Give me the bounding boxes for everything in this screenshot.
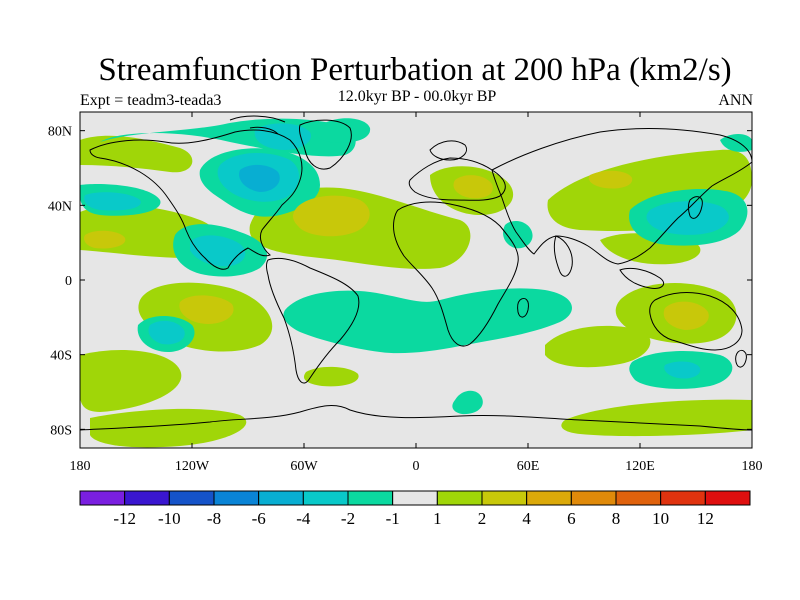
lon-tick-label: 120E xyxy=(625,459,655,474)
colorbar-swatch xyxy=(302,490,349,506)
contour-region xyxy=(80,350,182,412)
colorbar-swatch xyxy=(347,490,394,506)
contour-region xyxy=(84,230,126,249)
colorbar-swatch xyxy=(704,490,751,506)
coastline-scandinavia xyxy=(429,140,467,161)
colorbar-label: 2 xyxy=(478,509,487,528)
colorbar-label: 6 xyxy=(567,509,576,528)
coastline-greenland xyxy=(299,119,352,170)
lat-tick-label: 0 xyxy=(65,274,72,289)
contour-region xyxy=(453,175,493,199)
colorbar-label: -6 xyxy=(252,509,266,528)
coastline-new-zealand xyxy=(735,349,747,368)
lat-tick-label: 80N xyxy=(48,125,72,140)
colorbar-label: -1 xyxy=(386,509,400,528)
coastline-india xyxy=(553,235,573,277)
colorbar-label: -2 xyxy=(341,509,355,528)
colorbar-label: 8 xyxy=(612,509,621,528)
colorbar-swatch xyxy=(213,490,260,506)
colorbar: -12 -10 -8 -6 -4 -2 -1 1 2 4 6 8 10 12 xyxy=(79,490,751,528)
lat-tick-label: 40N xyxy=(48,199,72,214)
lon-tick-label: 60E xyxy=(517,459,540,474)
colorbar-swatch xyxy=(258,490,304,506)
contour-region xyxy=(254,123,311,150)
contour-region xyxy=(84,192,141,211)
lon-tick-label: 0 xyxy=(413,459,420,474)
contour-region xyxy=(90,408,247,448)
coastline-southeast-asia xyxy=(619,267,665,289)
contour-fills xyxy=(80,118,752,448)
contour-region xyxy=(293,195,370,237)
lon-tick-label: 60W xyxy=(290,459,318,474)
coastline-asia xyxy=(491,127,752,265)
colorbar-swatch xyxy=(79,490,126,506)
colorbar-label: -12 xyxy=(113,509,136,528)
coastline-south-america xyxy=(266,257,360,384)
contour-region xyxy=(646,201,729,235)
lon-tick-label: 120W xyxy=(175,459,210,474)
colorbar-label: 10 xyxy=(652,509,669,528)
colorbar-swatch xyxy=(392,490,438,506)
experiment-label: Expt = teadm3-teada3 xyxy=(80,92,222,109)
page-title: Streamfunction Perturbation at 200 hPa (… xyxy=(98,52,732,88)
contour-region xyxy=(315,118,371,143)
colorbar-label: -4 xyxy=(296,509,311,528)
colorbar-label: -8 xyxy=(207,509,221,528)
lat-tick-label: 40S xyxy=(50,349,72,364)
axis-ticks: 180 120W 60W 0 60E 120E 180 80N 40N 0 40S 80S xyxy=(48,112,763,474)
contour-region xyxy=(664,361,701,379)
season-label: ANN xyxy=(718,92,753,109)
contour-region xyxy=(561,399,752,437)
colorbar-swatch xyxy=(660,490,706,506)
colorbar-label: 12 xyxy=(697,509,714,528)
colorbar-swatch xyxy=(124,490,170,506)
coastline-antarctica xyxy=(80,405,752,431)
period-label: 12.0kyr BP - 00.0kyr BP xyxy=(337,88,497,105)
contour-region xyxy=(452,390,483,415)
contour-region xyxy=(303,366,359,387)
colorbar-swatch xyxy=(481,490,528,506)
contour-region xyxy=(588,170,633,189)
contour-region xyxy=(545,325,651,368)
colorbar-label: 4 xyxy=(522,509,531,528)
contour-region xyxy=(239,164,280,192)
coastline-canada-islands xyxy=(229,115,286,135)
contour-region xyxy=(283,288,572,354)
coastlines xyxy=(80,115,752,431)
contour-region xyxy=(190,235,246,267)
coastline-europe xyxy=(408,157,506,201)
colorbar-label: -10 xyxy=(158,509,181,528)
coastline-japan xyxy=(688,196,703,219)
colorbar-label: 1 xyxy=(433,509,442,528)
contour-region xyxy=(179,295,234,324)
coastline-australia xyxy=(649,292,743,351)
coastline-north-america xyxy=(89,129,303,270)
colorbar-swatch xyxy=(570,490,617,506)
lat-tick-label: 80S xyxy=(50,423,72,438)
colorbar-swatch xyxy=(526,490,572,506)
colorbar-swatch xyxy=(168,490,215,506)
contour-region xyxy=(80,135,193,173)
colorbar-swatch xyxy=(436,490,483,506)
colorbar-swatch xyxy=(615,490,662,506)
lon-tick-label: 180 xyxy=(742,459,763,474)
contour-region xyxy=(720,134,752,152)
lon-tick-label: 180 xyxy=(70,459,91,474)
coastline-africa xyxy=(393,201,519,347)
contour-region xyxy=(148,320,185,345)
contour-region xyxy=(663,301,709,330)
coastline-madagascar xyxy=(517,297,529,318)
